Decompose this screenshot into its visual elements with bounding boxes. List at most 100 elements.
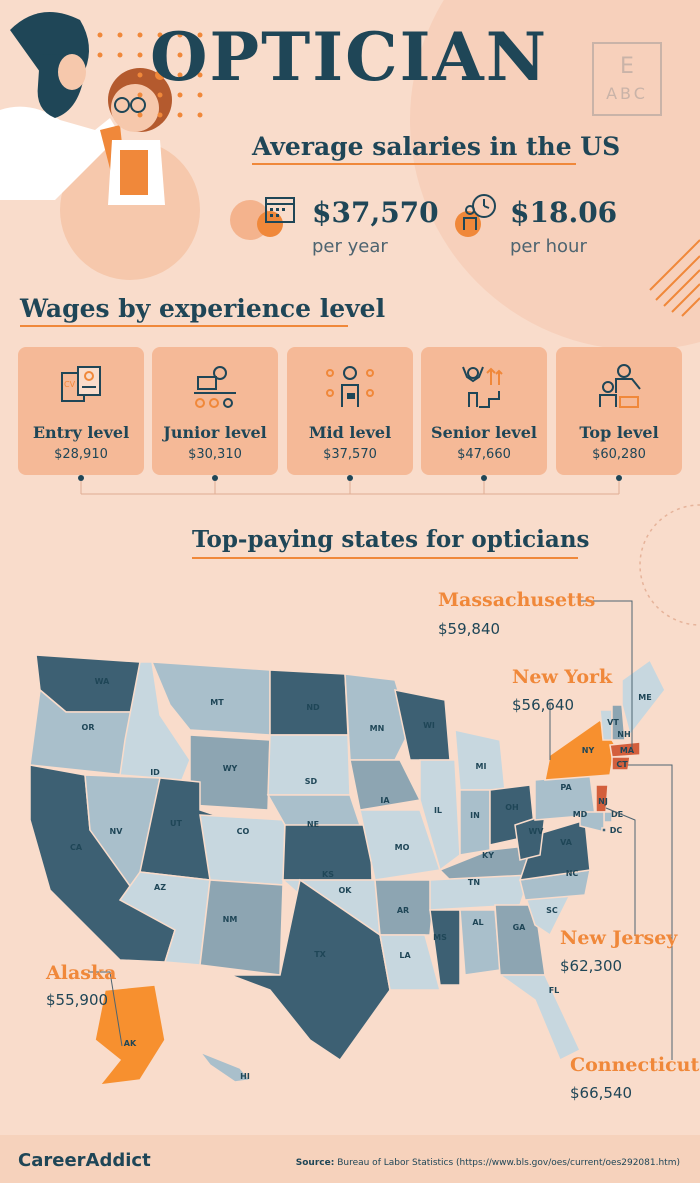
state-mn <box>344 673 411 761</box>
state-label-ar: AR <box>397 906 409 915</box>
subtitle-underline <box>252 163 576 165</box>
state-label-md: MD <box>573 810 588 819</box>
callout-line-new-jersey <box>605 807 636 936</box>
wages-heading: Wages by experience level <box>20 294 386 323</box>
state-label-nm: NM <box>223 915 238 924</box>
state-label-mi: MI <box>476 762 487 771</box>
state-label-nd: ND <box>306 703 320 712</box>
callout-connecticut-value: $66,540 <box>570 1084 633 1102</box>
callout-alaska-name: Alaska <box>46 962 117 984</box>
cv-icon: CV <box>61 366 101 402</box>
callout-alaska-value: $55,900 <box>46 991 109 1009</box>
state-label-vt: VT <box>607 718 619 727</box>
state-label-nv: NV <box>110 827 124 836</box>
eye-chart-row: ABC <box>606 84 648 103</box>
state-label-me: ME <box>638 693 651 702</box>
dot-grid-decoration <box>97 32 203 118</box>
state-label-wv: WV <box>528 827 544 836</box>
state-label-la: LA <box>399 951 411 960</box>
state-label-ga: GA <box>513 923 527 932</box>
state-label-ma: MA <box>620 746 635 755</box>
wages-underline <box>20 325 348 327</box>
state-label-al: AL <box>472 918 483 927</box>
state-label-ks: KS <box>322 870 334 879</box>
callout-massachusetts-name: Massachusetts <box>438 589 596 611</box>
level-card-mid: Mid level $37,570 <box>287 347 413 475</box>
state-dc <box>601 827 607 833</box>
state-label-ok: OK <box>339 886 353 895</box>
optician-illustration <box>0 12 172 205</box>
hourly-salary-unit: per hour <box>510 236 587 257</box>
state-label-co: CO <box>237 827 250 836</box>
state-mi <box>454 729 506 791</box>
level-card-top: Top level $60,280 <box>556 347 682 475</box>
level-label: Mid level <box>308 423 392 442</box>
state-label-oh: OH <box>505 803 519 812</box>
state-label-az: AZ <box>154 883 166 892</box>
state-label-mn: MN <box>370 724 385 733</box>
callout-new-york-value: $56,640 <box>512 696 575 714</box>
state-mt <box>150 661 271 736</box>
eye-chart-top-letter: E <box>620 54 634 79</box>
level-label: Junior level <box>163 423 267 442</box>
state-ak <box>94 984 166 1086</box>
hourly-salary: $18.06 <box>510 196 618 229</box>
state-label-va: VA <box>560 838 573 847</box>
state-me <box>621 658 666 737</box>
state-nm <box>199 879 284 976</box>
state-ms <box>429 909 461 986</box>
state-label-hi: HI <box>240 1072 250 1081</box>
state-label-sd: SD <box>305 777 318 786</box>
annual-salary-unit: per year <box>312 236 388 257</box>
state-label-nj: NJ <box>598 797 608 806</box>
level-label: Senior level <box>431 423 537 442</box>
state-label-tx: TX <box>314 950 326 959</box>
annual-salary: $37,570 <box>312 196 439 229</box>
level-label: Top level <box>579 423 659 442</box>
state-label-ne: NE <box>307 820 319 829</box>
source-note: Source: Bureau of Labor Statistics (http… <box>296 1158 680 1168</box>
svg-text:CV: CV <box>64 380 76 389</box>
level-card-entry: CV Entry level $28,910 <box>18 347 144 475</box>
state-label-ct: CT <box>616 760 628 769</box>
state-label-id: ID <box>150 768 160 777</box>
state-label-ca: CA <box>70 843 83 852</box>
callout-connecticut-name: Connecticut <box>570 1054 700 1076</box>
state-label-ky: KY <box>482 851 494 860</box>
page-title: OPTICIAN <box>150 18 549 96</box>
state-fl <box>497 974 581 1062</box>
state-label-dc: DC <box>610 826 623 835</box>
mentor-icon <box>599 364 641 408</box>
careeraddict-logo: CareerAddict <box>18 1150 151 1171</box>
state-label-pa: PA <box>560 783 572 792</box>
state-label-ny: NY <box>582 746 595 755</box>
callout-new-jersey-name: New Jersey <box>560 927 678 949</box>
callout-line-connecticut <box>628 764 673 1060</box>
callout-line-alaska <box>88 971 123 1047</box>
state-la <box>379 934 441 991</box>
state-ar <box>374 879 436 936</box>
state-label-ia: IA <box>380 796 390 805</box>
state-co <box>199 814 286 886</box>
level-card-senior: Senior level $47,660 <box>421 347 547 475</box>
level-timeline <box>78 475 622 495</box>
network-person-icon <box>326 366 374 407</box>
state-sd <box>267 734 351 796</box>
states-heading: Top-paying states for opticians <box>192 526 590 553</box>
source-label: Source: <box>295 1158 335 1168</box>
state-label-wa: WA <box>95 677 110 686</box>
callout-new-jersey-value: $62,300 <box>560 957 623 975</box>
source-text: Bureau of Labor Statistics (https://www.… <box>337 1158 680 1168</box>
level-value: $47,660 <box>457 447 511 462</box>
state-nh <box>611 704 626 741</box>
level-value: $37,570 <box>323 447 377 462</box>
level-value: $28,910 <box>54 447 108 462</box>
state-label-mt: MT <box>210 698 224 707</box>
state-label-wi: WI <box>423 721 435 730</box>
salary-subtitle: Average salaries in the US <box>252 132 621 161</box>
state-label-sc: SC <box>546 906 558 915</box>
state-il <box>419 759 461 872</box>
level-label: Entry level <box>32 423 130 442</box>
states-underline <box>192 557 578 559</box>
